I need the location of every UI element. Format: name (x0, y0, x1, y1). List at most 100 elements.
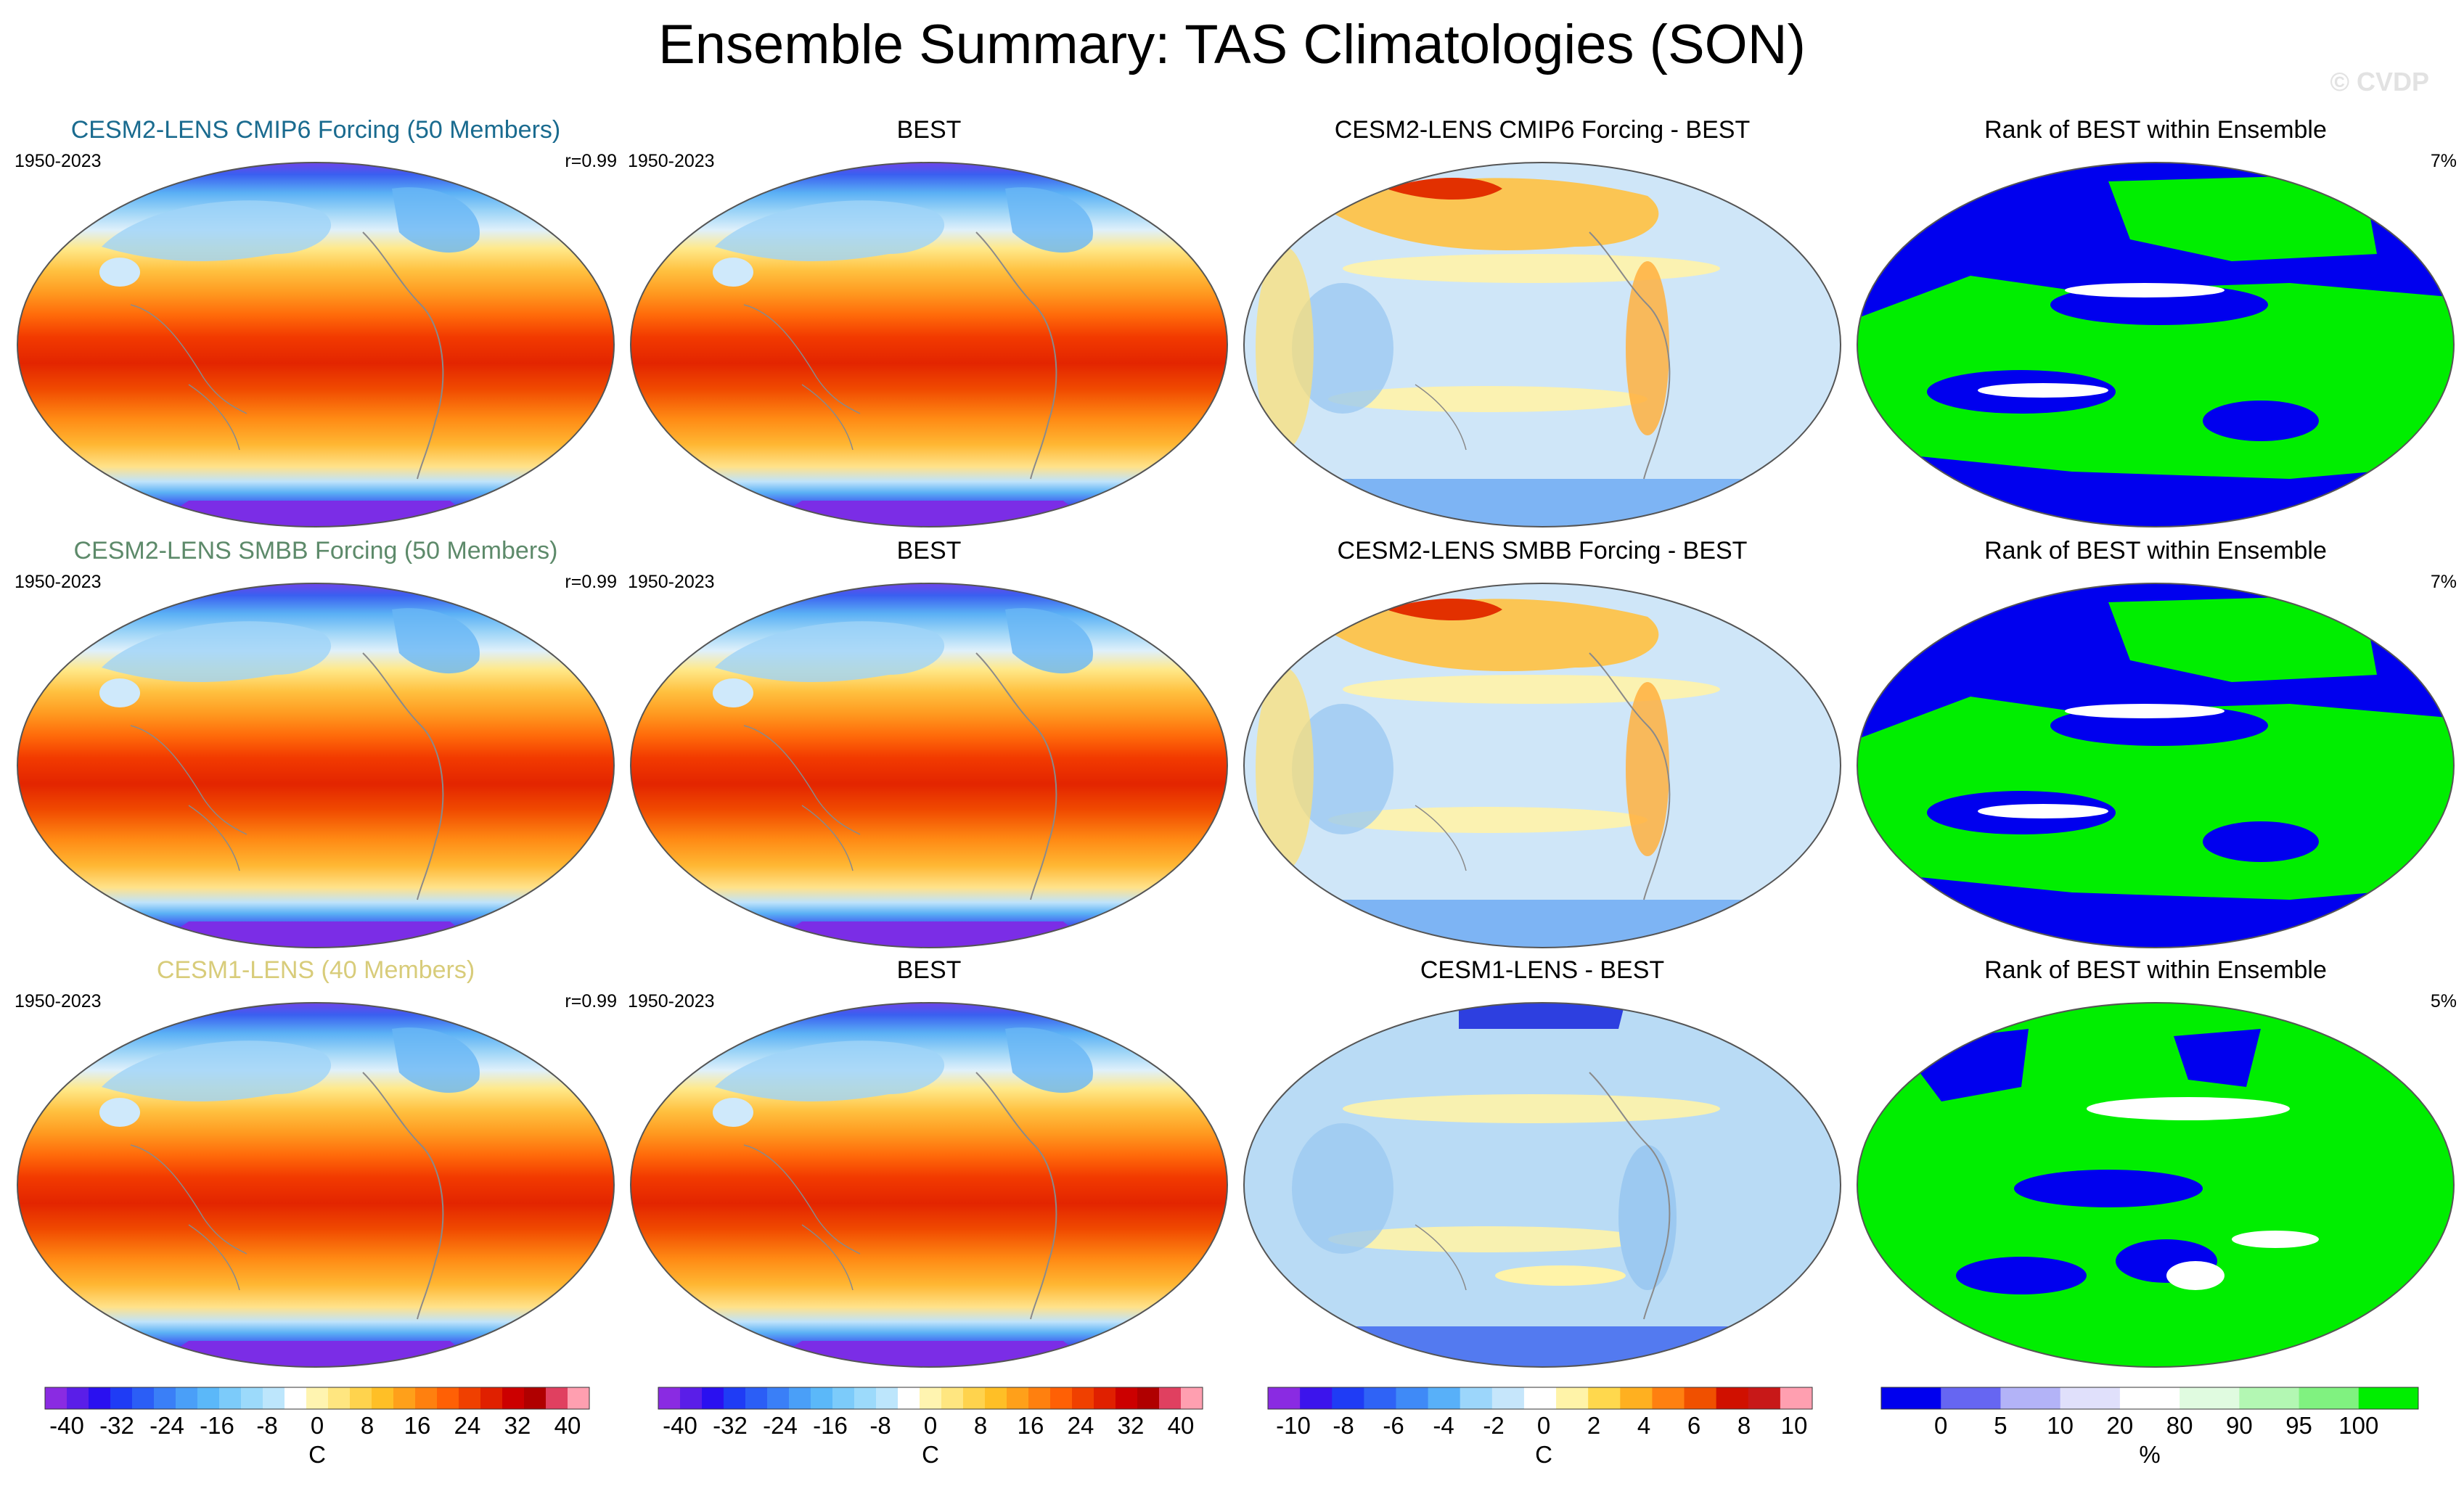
colorbar-swatch (45, 1387, 67, 1409)
colorbar-swatch (898, 1387, 920, 1409)
colorbar-swatch (67, 1387, 89, 1409)
colorbar-swatch (1941, 1387, 2001, 1409)
colorbar-tick-label: 5 (1994, 1412, 2007, 1439)
obs-panel-row-1: BEST 1950-2023 (628, 116, 1230, 528)
obs-panel-row-3: BEST 1950-2023 (628, 956, 1230, 1368)
model-map (17, 1002, 615, 1368)
colorbar-swatch (702, 1387, 724, 1409)
colorbar-tick-label: -8 (869, 1412, 891, 1439)
colorbar-tick-label: -16 (200, 1412, 234, 1439)
colorbar-swatch (985, 1387, 1007, 1409)
colorbar-tick-label: -16 (813, 1412, 848, 1439)
correlation-label: r=0.99 (565, 572, 617, 592)
correlation-label: r=0.99 (565, 151, 617, 171)
colorbar-swatch (524, 1387, 547, 1409)
period-label: 1950-2023 (15, 991, 102, 1011)
diff-title: CESM1-LENS - BEST (1420, 956, 1665, 984)
model-title: CESM1-LENS (40 Members) (156, 956, 475, 984)
colorbar-swatch (1684, 1387, 1717, 1409)
rank-map (1857, 583, 2455, 948)
colorbar-unit-label: C (1535, 1441, 1552, 1468)
colorbar-swatch (1780, 1387, 1813, 1409)
colorbar-swatch (811, 1387, 833, 1409)
colorbar-swatch (328, 1387, 351, 1409)
colorbar-tick-label: 40 (554, 1412, 581, 1439)
colorbar-tick-label: -6 (1383, 1412, 1404, 1439)
colorbar-swatch (502, 1387, 525, 1409)
colorbar-swatch (1881, 1387, 1941, 1409)
colorbar-swatch (415, 1387, 438, 1409)
colorbar-tick-label: 8 (1737, 1412, 1751, 1439)
colorbar-swatch (263, 1387, 285, 1409)
colorbar-swatch (372, 1387, 394, 1409)
colorbar-swatch (2119, 1387, 2180, 1409)
colorbar-swatch (1491, 1387, 1525, 1409)
colorbar-swatch (854, 1387, 877, 1409)
model-panel-row-1: CESM2-LENS CMIP6 Forcing (50 Members) 195… (15, 116, 617, 528)
colorbar-tick-label: -40 (663, 1412, 697, 1439)
colorbar-swatch (920, 1387, 942, 1409)
colorbar-tick-label: 32 (1117, 1412, 1145, 1439)
obs-panel-row-2: BEST 1950-2023 (628, 537, 1230, 948)
colorbar-tick-label: -8 (256, 1412, 278, 1439)
rank-panel-row-3: Rank of BEST within Ensemble 5% (1854, 956, 2457, 1368)
colorbar-swatch (241, 1387, 263, 1409)
diff-title: CESM2-LENS CMIP6 Forcing - BEST (1334, 116, 1751, 144)
colorbar-swatch (941, 1387, 964, 1409)
colorbar-tick-label: 90 (2225, 1412, 2253, 1439)
clim-colorbar-1: -40 -32 -24 -16 -8 0 8 16 24 32 40 C (44, 1386, 602, 1468)
colorbar-swatch (1460, 1387, 1493, 1409)
colorbar-tick-label: 4 (1637, 1412, 1651, 1439)
colorbar-tick-label: 20 (2106, 1412, 2134, 1439)
colorbar-tick-label: 24 (454, 1412, 481, 1439)
model-map (17, 162, 615, 528)
rank-panel-row-2: Rank of BEST within Ensemble 7% (1854, 537, 2457, 948)
colorbar-swatch (1716, 1387, 1749, 1409)
clim-colorbar-2: -40 -32 -24 -16 -8 0 8 16 24 32 40 C (657, 1386, 1216, 1468)
diff-panel-row-1: CESM2-LENS CMIP6 Forcing - BEST (1241, 116, 1843, 528)
colorbar-swatch (2060, 1387, 2121, 1409)
colorbar-swatch (1268, 1387, 1301, 1409)
colorbar-unit-label: C (308, 1441, 326, 1468)
colorbar-swatch (2000, 1387, 2061, 1409)
colorbar-unit-label: % (2139, 1441, 2161, 1468)
colorbar-tick-label: 0 (310, 1412, 324, 1439)
obs-title: BEST (896, 956, 962, 984)
diff-colorbar: -10 -8 -6 -4 -2 0 2 4 6 8 10 C (1266, 1386, 1825, 1468)
period-label: 1950-2023 (628, 572, 715, 592)
colorbar-swatch (724, 1387, 746, 1409)
colorbar-swatch (658, 1387, 681, 1409)
colorbar-swatch (437, 1387, 459, 1409)
obs-map (630, 1002, 1228, 1368)
rank-percent-label: 7% (2430, 151, 2457, 171)
colorbar-swatch (789, 1387, 811, 1409)
colorbar-tick-label: -24 (150, 1412, 184, 1439)
colorbar-swatch (306, 1387, 329, 1409)
colorbar-tick-label: -8 (1333, 1412, 1354, 1439)
obs-title: BEST (896, 537, 962, 565)
colorbar-tick-label: -2 (1483, 1412, 1505, 1439)
colorbar-swatch (197, 1387, 220, 1409)
rank-map (1857, 162, 2455, 528)
correlation-label: r=0.99 (565, 991, 617, 1011)
colorbar-tick-label: 8 (360, 1412, 374, 1439)
colorbar-tick-label: -24 (763, 1412, 798, 1439)
colorbar-swatch (832, 1387, 855, 1409)
colorbar-tick-label: 100 (2338, 1412, 2379, 1439)
colorbar-tick-label: 10 (1780, 1412, 1808, 1439)
colorbar-swatch (1181, 1387, 1203, 1409)
colorbar-tick-label: 8 (973, 1412, 988, 1439)
rank-title: Rank of BEST within Ensemble (1984, 956, 2327, 984)
cvdp-watermark: © CVDP (2330, 67, 2429, 97)
colorbar-tick-label: 10 (2047, 1412, 2074, 1439)
colorbar-swatch (767, 1387, 790, 1409)
obs-title: BEST (896, 116, 962, 144)
colorbar-tick-label: 24 (1067, 1412, 1094, 1439)
colorbar-swatch (1028, 1387, 1051, 1409)
obs-map (630, 583, 1228, 948)
colorbar-tick-label: 16 (1017, 1412, 1044, 1439)
colorbar-swatch (1332, 1387, 1364, 1409)
colorbar-swatch (132, 1387, 155, 1409)
rank-percent-label: 5% (2430, 991, 2457, 1011)
colorbar-tick-label: -32 (713, 1412, 748, 1439)
